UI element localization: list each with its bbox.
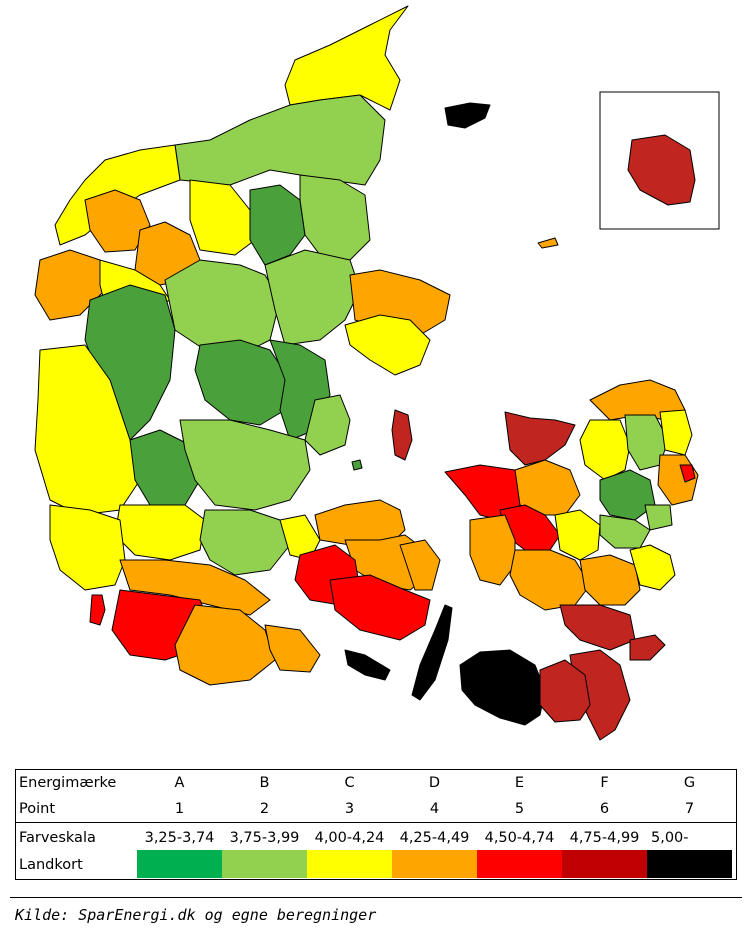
region-vejle-light: [179, 419, 311, 511]
region-aabenraa-orange: [174, 604, 276, 686]
region-funen-south-red: [329, 574, 431, 641]
legend-range-g: 5,00-: [651, 830, 689, 846]
legend-point-g: 7: [684, 801, 695, 817]
bornholm-inset-frame: [599, 91, 720, 230]
legend-swatch-g: [647, 850, 732, 878]
legend-divider: [16, 822, 736, 823]
island-laeso-black: [444, 102, 491, 129]
legend-label-landkort: Landkort: [19, 857, 83, 873]
region-greve-light: [644, 504, 673, 531]
island-samso-red: [391, 409, 413, 461]
legend-swatch-f: [562, 850, 647, 878]
legend-row-energimaerke: Energimærke A B C D E F G: [16, 772, 736, 794]
region-koge-light: [599, 514, 651, 549]
legend-range-a: 3,25-3,74: [144, 830, 215, 846]
island-lolland-black: [459, 649, 546, 726]
region-billund-yellow: [114, 504, 206, 561]
region-kolding-light: [199, 509, 291, 576]
legend-range-c: 4,00-4,24: [314, 830, 385, 846]
legend-letter-d: D: [428, 775, 441, 791]
region-vordingborg-red: [559, 604, 636, 651]
region-moen-red: [629, 634, 666, 661]
legend-range-e: 4,50-4,74: [484, 830, 555, 846]
legend-range-f: 4,75-4,99: [569, 830, 640, 846]
legend-label-energimaerke: Energimærke: [19, 775, 117, 791]
island-romo-red: [89, 594, 106, 626]
legend-swatch-d: [392, 850, 477, 878]
region-herning-dark: [194, 339, 291, 426]
legend-swatch-a: [137, 850, 222, 878]
region-north-jutland-light: [174, 94, 386, 186]
legend-row-farveskala: Farveskala 3,25-3,74 3,75-3,99 4,00-4,24…: [16, 827, 736, 849]
island-langeland-black: [411, 604, 453, 701]
region-helsingor-yellow: [659, 409, 693, 456]
legend-letter-a: A: [174, 775, 185, 791]
legend-point-c: 3: [344, 801, 355, 817]
region-sonderborg-orange: [264, 624, 321, 673]
region-copenhagen-red: [679, 464, 696, 483]
region-viborg-dark: [249, 184, 306, 266]
region-slagelse-orange: [469, 514, 516, 586]
region-ringsted-yellow: [554, 509, 601, 561]
island-anholt-orange: [537, 237, 559, 249]
region-silkeborg-light: [164, 259, 281, 356]
region-roskilde-dark: [599, 469, 656, 521]
source-divider: [10, 897, 742, 898]
legend-table: Energimærke A B C D E F G Point 1 2 3 4 …: [15, 769, 737, 880]
legend-letter-e: E: [514, 775, 525, 791]
legend-range-b: 3,75-3,99: [229, 830, 300, 846]
region-north-tip: [284, 5, 409, 111]
region-middelfart-orange: [314, 499, 406, 546]
legend-letter-f: F: [600, 775, 609, 791]
legend-letter-b: B: [259, 775, 270, 791]
legend-range-d: 4,25-4,49: [399, 830, 470, 846]
legend-point-e: 5: [514, 801, 525, 817]
island-aero-black: [344, 649, 391, 681]
legend-point-a: 1: [174, 801, 185, 817]
island-endelave-green: [351, 459, 363, 471]
legend-point-d: 4: [429, 801, 440, 817]
island-bornholm-red: [627, 134, 696, 206]
region-djursland-south-yellow: [344, 314, 431, 376]
region-hillerod-yellow: [579, 419, 631, 481]
legend-label-point: Point: [19, 801, 56, 817]
legend-label-farveskala: Farveskala: [19, 830, 96, 846]
legend-row-landkort: Landkort: [16, 854, 736, 876]
region-haderslev-orange: [119, 559, 271, 616]
legend-row-point: Point 1 2 3 4 5 6 7: [16, 798, 736, 820]
region-randers-light: [264, 249, 361, 346]
region-stevns-yellow: [629, 544, 676, 591]
region-skive-yellow: [189, 179, 256, 256]
region-ikast-dark: [129, 429, 201, 506]
region-mariager-light: [299, 174, 371, 261]
legend-swatch-e: [477, 850, 562, 878]
legend-letter-c: C: [344, 775, 355, 791]
legend-point-f: 6: [599, 801, 610, 817]
legend-swatch-b: [222, 850, 307, 878]
source-caption: Kilde: SparEnergi.dk og egne beregninger: [15, 906, 377, 924]
region-esbjerg-yellow: [49, 504, 126, 591]
legend-swatch-c: [307, 850, 392, 878]
region-odsherred-red: [504, 411, 576, 466]
region-fredericia-yellow: [279, 514, 321, 561]
region-faxe-orange: [579, 554, 641, 606]
region-nyborg-orange: [399, 539, 441, 591]
denmark-municipality-map: [34, 5, 720, 741]
legend-point-b: 2: [259, 801, 270, 817]
legend-letter-g: G: [683, 775, 696, 791]
region-lolland-east-red: [539, 659, 591, 723]
region-copenhagen-orange: [657, 454, 699, 506]
